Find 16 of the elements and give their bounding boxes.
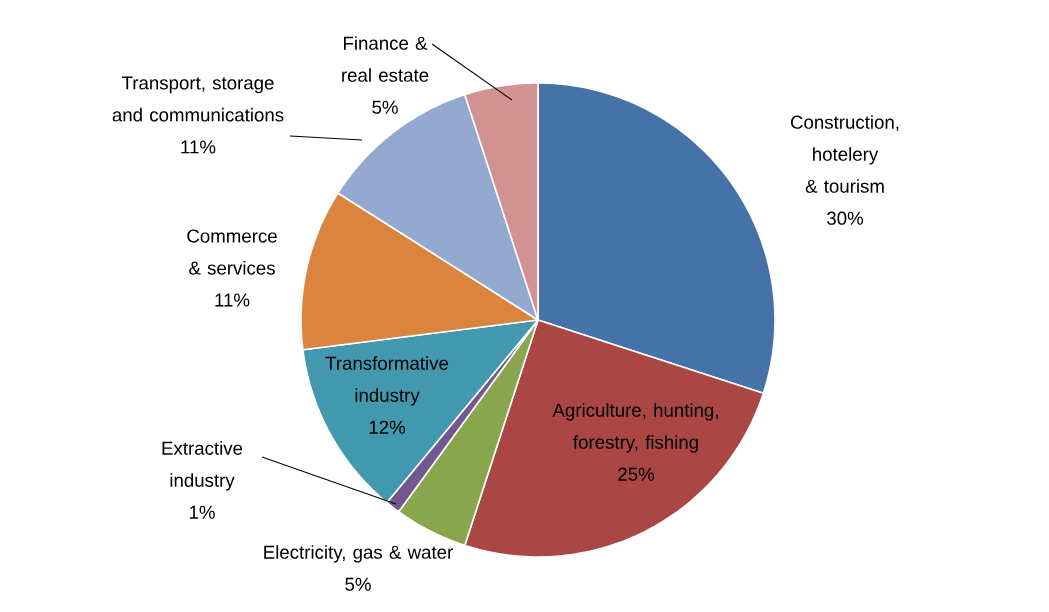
data-label: 5% bbox=[372, 100, 398, 114]
data-label: 12% bbox=[369, 420, 406, 434]
slice-label: Commerce & services bbox=[187, 229, 277, 275]
data-label: 11% bbox=[215, 293, 250, 307]
slice-label: Agriculture, hunting, forestry, fishing bbox=[552, 403, 718, 453]
slice-label: Construction, hotelery & tourism bbox=[790, 115, 899, 193]
data-label: 11% bbox=[181, 140, 216, 154]
data-label: 25% bbox=[618, 467, 655, 481]
data-label: 30% bbox=[827, 211, 864, 225]
slice-label: Extractive industry bbox=[162, 441, 243, 491]
slice-label: Electricity, gas & water bbox=[264, 545, 453, 563]
data-label: 1% bbox=[189, 505, 215, 519]
slice-label: Transformative industry bbox=[325, 356, 449, 406]
data-label: 5% bbox=[345, 577, 371, 591]
slice-label: Transport, storage and communications bbox=[112, 76, 284, 122]
slice-label: Finance & real estate bbox=[342, 36, 429, 82]
